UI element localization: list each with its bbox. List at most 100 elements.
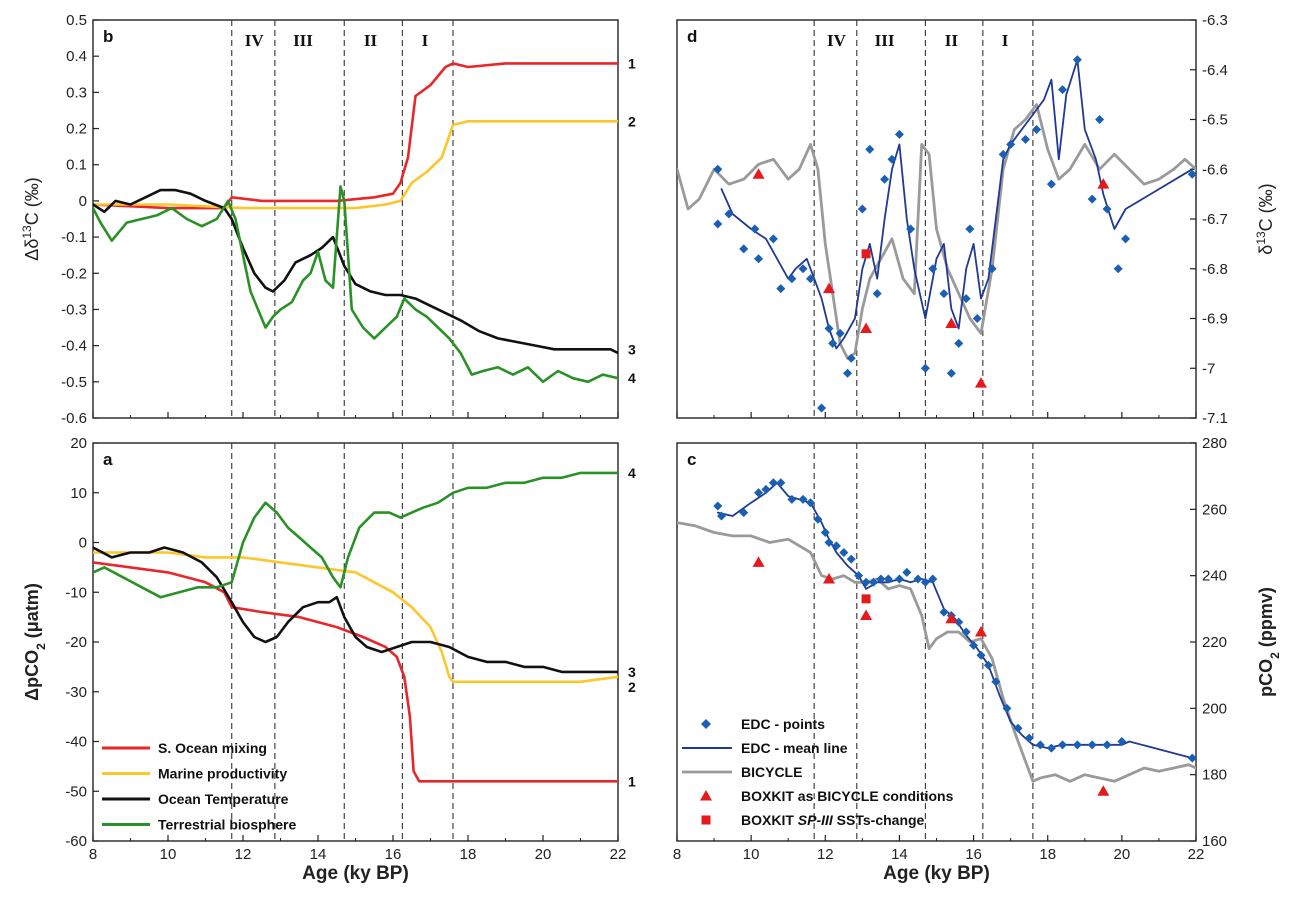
y-tick-label: 0 [79,535,87,552]
edc-point [843,368,853,378]
edc-point [1035,740,1045,750]
edc-point [739,244,749,254]
x-tick-label: 12 [235,846,252,863]
panel-label: c [687,450,696,469]
series-line-green [93,471,618,599]
edc-point [854,571,864,581]
y-tick-label: -6.5 [1202,112,1228,129]
x-tick-label: 22 [610,846,627,863]
edc-point [857,204,867,214]
x-tick-label: 18 [1039,846,1056,863]
x-tick-label: 20 [1114,846,1131,863]
edc-point [1058,740,1068,750]
series-end-label: 4 [628,370,636,386]
legend-label: BICYCLE [741,764,802,780]
edc-point [713,501,723,511]
edc-point [787,274,797,284]
edc-point [1087,194,1097,204]
series-end-label: 3 [628,341,636,357]
boxkit-triangle [822,572,835,584]
x-tick-label: 16 [385,846,402,863]
interval-label: IV [827,31,847,50]
y-tick-label: -0.1 [61,229,87,246]
boxkit-triangle [974,626,987,637]
edc-point [1002,703,1012,713]
edc-point [913,574,923,584]
panel-label: a [103,450,113,469]
series-line-yellow [93,120,618,210]
edc-point [991,677,1001,687]
plot-area [677,478,1196,796]
panel-a: 8 10 12 14 16 18 20 22-60-50-40-30-20-1001020aA… [22,435,636,884]
y-tick-label: 0.1 [66,157,87,174]
edc-point [739,508,749,518]
legend: S. Ocean mixing Marine productivity Ocean … [102,740,296,833]
edc-point [839,547,849,557]
edc-point [768,234,778,244]
series-end-label: 1 [628,773,636,789]
series-line-black [93,546,618,674]
y-tick-label: -60 [65,833,87,850]
edc-point [906,224,916,234]
y-tick-label: 180 [1202,767,1227,784]
edc-point [835,328,845,338]
edc-point [716,511,726,521]
bicycle-line [677,521,1196,783]
edc-point [805,498,815,508]
edc-point [1046,179,1056,189]
y-tick-label: -0.6 [61,410,87,427]
x-tick-label: 14 [891,846,908,863]
y-tick-label: -40 [65,734,87,751]
y-tick-label: -0.3 [61,301,87,318]
edc-mean-line [720,58,1194,350]
edc-point [798,264,808,274]
edc-point [1187,169,1196,179]
edc-point [846,353,856,363]
edc-point [976,650,986,660]
y-tick-label: 20 [70,435,87,452]
interval-label: III [875,31,895,50]
edc-point [1187,753,1196,763]
y-tick-label: -0.4 [61,338,87,355]
edc-point [754,488,764,498]
edc-point [965,224,975,234]
y-tick-label: 0.2 [66,121,87,138]
edc-point [1006,139,1016,149]
x-tick-label: 16 [965,846,982,863]
edc-point [1072,740,1082,750]
plot-area [93,471,618,783]
edc-point [1020,134,1030,144]
y-tick-label: 240 [1202,568,1227,585]
edc-point [928,574,938,584]
edc-point [887,154,897,164]
edc-point [1102,204,1112,214]
panel-d: -7.1-7-6.9-6.8-6.7-6.6-6.5-6.4-6.3d IV III… [676,12,1276,427]
edc-point [998,149,1008,159]
edc-point [1102,740,1112,750]
y-tick-label: 0.4 [66,48,87,65]
edc-point [961,627,971,637]
legend-swatch [701,815,711,825]
edc-point [824,538,834,547]
legend-swatch [700,790,712,801]
edc-point [805,274,815,284]
edc-point [894,129,904,139]
edc-point [754,254,764,264]
boxkit-triangle [822,282,835,294]
edc-point [946,368,956,378]
edc-point [872,289,882,299]
edc-point [1032,124,1042,134]
legend-label: S. Ocean mixing [158,740,267,756]
y-axis-label: δ13C (‰) [1254,183,1276,254]
y-tick-label: -0.5 [61,374,87,391]
y-tick-label: -6.3 [1202,12,1228,29]
edc-point [761,484,771,494]
y-tick-label: 280 [1202,435,1227,452]
interval-label: III [293,31,313,50]
edc-point [776,284,786,294]
series-end-label: 2 [628,679,636,695]
y-tick-label: -6.9 [1202,311,1228,328]
interval-label: IV [245,31,265,50]
